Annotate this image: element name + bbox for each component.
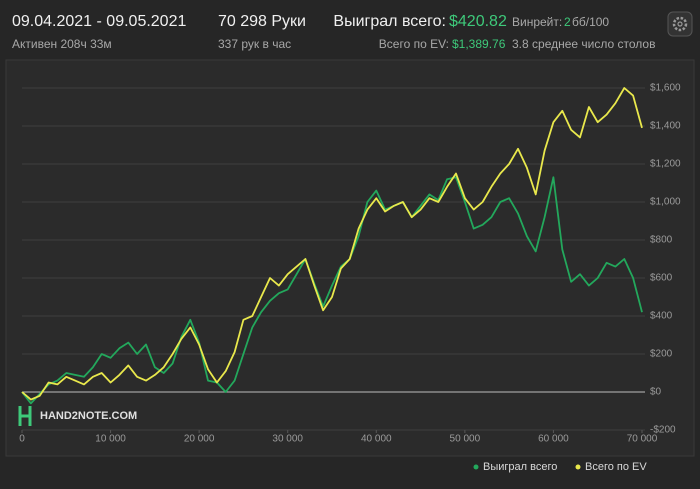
date-range: 09.04.2021 - 09.05.2021 <box>12 13 186 30</box>
x-tick-label: 30 000 <box>272 434 303 445</box>
y-tick-label: $800 <box>650 235 673 246</box>
ev-value: $1,389.76 <box>452 37 506 51</box>
won-value: $420.82 <box>449 13 507 30</box>
legend-label: Выиграл всего <box>483 461 557 473</box>
ev-label: Всего по EV: <box>379 37 449 51</box>
hands: 70 298 Руки <box>218 13 306 30</box>
watermark: HAND2NOTE.COM <box>18 406 137 426</box>
x-tick-label: 70 000 <box>627 434 658 445</box>
series-line <box>21 176 643 405</box>
x-tick-label: 20 000 <box>184 434 215 445</box>
legend-marker <box>473 464 479 470</box>
y-tick-label: $400 <box>650 311 673 322</box>
x-tick-label: 40 000 <box>361 434 392 445</box>
y-tick-label: $600 <box>650 273 673 284</box>
won-label: Выиграл всего: <box>333 13 446 30</box>
settings-frame[interactable] <box>667 11 693 37</box>
x-tick-label: 10 000 <box>95 434 126 445</box>
winrate-unit: бб/100 <box>572 15 609 29</box>
x-tick-label: 50 000 <box>450 434 481 445</box>
winrate-value: 2 <box>564 15 571 29</box>
tables: 3.8 среднее число столов <box>512 37 655 51</box>
gear-icon[interactable] <box>672 16 688 32</box>
legend-label: Всего по EV <box>585 461 647 473</box>
series-line <box>21 87 643 401</box>
watermark-text: HAND2NOTE.COM <box>40 410 137 422</box>
y-tick-label: $1,400 <box>650 121 681 132</box>
active-time: Активен 208ч 33м <box>12 37 112 51</box>
gear-hole[interactable] <box>677 21 683 27</box>
y-tick-label: $200 <box>650 349 673 360</box>
y-tick-label: $1,600 <box>650 83 681 94</box>
x-tick-label: 60 000 <box>538 434 569 445</box>
legend-marker <box>575 464 581 470</box>
winrate-label: Винрейт: <box>512 15 562 29</box>
settings-button[interactable] <box>667 11 693 37</box>
y-tick-label: $0 <box>650 387 662 398</box>
y-tick-label: -$200 <box>650 425 676 436</box>
logo-icon <box>18 406 32 426</box>
hands-per-hour: 337 рук в час <box>218 37 291 51</box>
x-tick-label: 0 <box>19 434 25 445</box>
y-tick-label: $1,000 <box>650 197 681 208</box>
y-tick-label: $1,200 <box>650 159 681 170</box>
